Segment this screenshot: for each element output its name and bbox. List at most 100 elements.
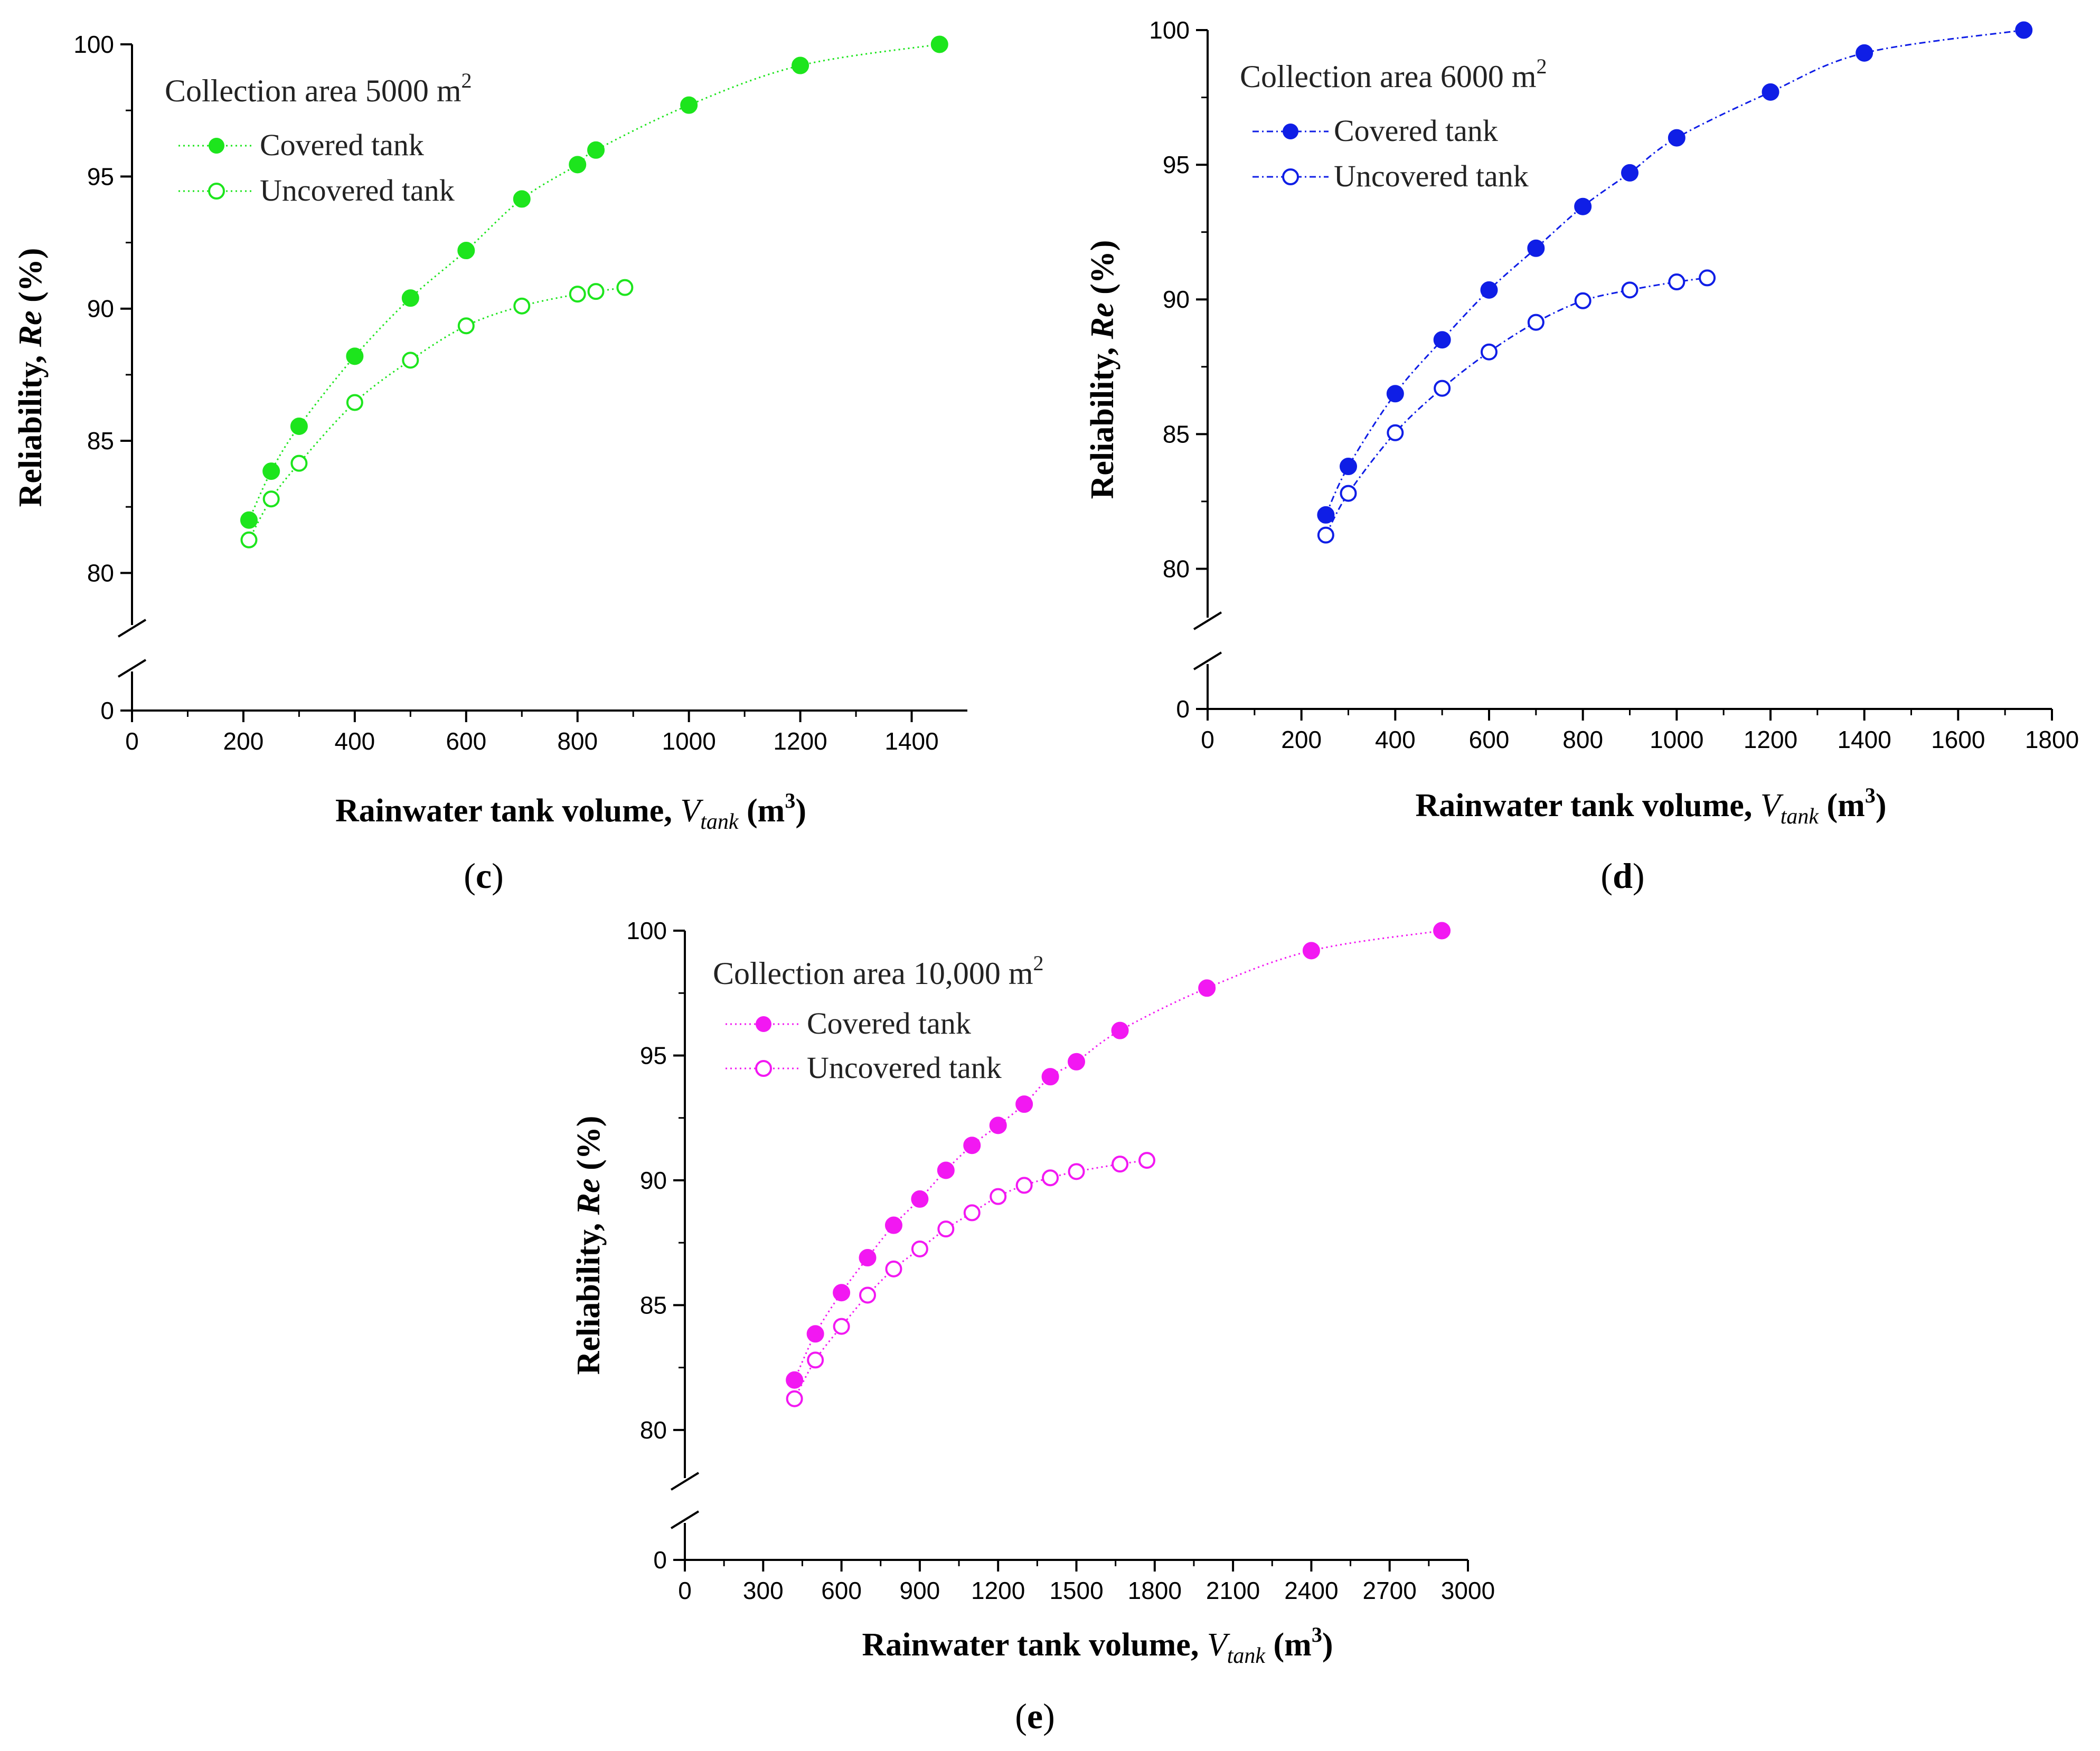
data-point-covered <box>1068 1053 1085 1071</box>
series-line-covered <box>794 930 1442 1380</box>
data-point-covered <box>1762 83 1779 101</box>
y-axis-title-text: Reliability, <box>571 1215 607 1375</box>
x-axis-title-unit-superscript: 3 <box>1312 1623 1322 1646</box>
y-tick-label: 80 <box>640 1416 667 1444</box>
data-point-uncovered <box>346 394 363 411</box>
data-point-covered <box>290 418 308 436</box>
x-tick-label: 1500 <box>1049 1577 1103 1604</box>
data-point-uncovered <box>911 1240 928 1257</box>
data-point-covered <box>806 1325 824 1343</box>
chart-panel-e: 0 80 85 90 95 100 0 300 600 900 1200 1500 1800 2100 24… <box>571 917 1495 1736</box>
y-tick-label: 95 <box>640 1042 667 1069</box>
y-tick-label: 100 <box>73 31 114 58</box>
data-point-covered <box>1111 1021 1129 1039</box>
x-tick-label: 0 <box>678 1577 692 1604</box>
x-tick-label: 200 <box>223 727 264 755</box>
y-tick-label: 80 <box>87 559 114 586</box>
x-tick-label: 2400 <box>1284 1577 1338 1604</box>
legend-title: Collection area 5000 m2 <box>165 69 472 108</box>
axes <box>117 44 967 712</box>
x-tick-label: 300 <box>743 1577 784 1604</box>
x-tick-label: 800 <box>1562 726 1603 753</box>
y-axis-title-suffix: (%) <box>13 248 49 311</box>
x-tick-label: 600 <box>821 1577 862 1604</box>
data-point-uncovered <box>1621 281 1638 299</box>
y-tick-label: 0 <box>100 697 114 724</box>
legend-title-text: Collection area 10,000 m <box>713 956 1033 991</box>
x-axis-title-variable: V <box>1760 788 1784 824</box>
data-point-uncovered <box>569 286 586 303</box>
y-tick-label: 85 <box>1163 420 1190 448</box>
data-point-covered <box>1574 197 1592 215</box>
x-axis-title: Rainwater tank volume, Vtank (m3) <box>1416 783 1887 829</box>
x-tick-label: 2100 <box>1206 1577 1260 1604</box>
data-point-covered <box>833 1284 851 1302</box>
legend-title-text: Collection area 6000 m <box>1240 59 1537 94</box>
x-tick-label: 1800 <box>1128 1577 1182 1604</box>
legend-title: Collection area 10,000 m2 <box>713 951 1044 991</box>
axis-break-mark <box>670 1472 700 1491</box>
x-axis-title-text: Rainwater tank volume, <box>1416 788 1760 824</box>
data-point-covered <box>930 35 948 53</box>
x-axis-title-unit: (m <box>1265 1627 1312 1663</box>
x-tick-label: 1200 <box>773 727 827 755</box>
x-axis-title-variable: V <box>680 793 703 829</box>
panel-label-open: ( <box>464 856 476 896</box>
data-point-covered <box>1621 164 1638 182</box>
series-line-covered <box>1325 29 2024 516</box>
x-tick-label: 1000 <box>662 727 715 755</box>
legend-marker-uncovered <box>208 183 225 200</box>
y-axis-title-variable: Re <box>13 310 49 347</box>
y-axis-title-text: Reliability, <box>13 347 49 507</box>
y-axis-title: Reliability, Re (%) <box>13 248 49 507</box>
y-tick-label: 95 <box>1163 151 1190 178</box>
data-point-uncovered <box>1699 269 1716 287</box>
y-tick-label: 90 <box>1163 286 1190 313</box>
panel-label-close: ) <box>492 856 504 896</box>
y-tick-label: 100 <box>626 917 667 944</box>
x-tick-label: 800 <box>557 727 598 755</box>
legend-marker-covered <box>209 138 224 154</box>
data-point-covered <box>513 190 531 208</box>
data-point-uncovered <box>1387 424 1404 441</box>
data-point-covered <box>1480 281 1498 299</box>
legend-title-text: Collection area 5000 m <box>165 73 462 108</box>
data-point-covered <box>1527 239 1545 257</box>
data-point-uncovered <box>1481 343 1498 361</box>
panel-label-open: ( <box>1015 1696 1027 1736</box>
y-axis-title-text: Reliability, <box>1085 339 1120 499</box>
data-point-covered <box>884 1216 902 1234</box>
x-tick-label: 1200 <box>1744 726 1797 753</box>
series-line-covered <box>248 43 940 520</box>
y-tick-label: 90 <box>87 295 114 323</box>
data-point-covered <box>1340 458 1357 476</box>
data-point-covered <box>240 511 258 529</box>
axis-break-mark <box>117 619 147 638</box>
data-point-uncovered <box>616 279 634 296</box>
data-point-uncovered <box>885 1260 902 1277</box>
data-point-covered <box>587 141 605 159</box>
data-point-covered <box>786 1371 804 1389</box>
axis-break-mark <box>117 659 147 678</box>
y-tick-label: 85 <box>640 1291 667 1319</box>
x-tick-label: 400 <box>1375 726 1416 753</box>
axis-break-mark <box>1193 611 1222 630</box>
y-axis-title: Reliability, Re (%) <box>571 1116 607 1375</box>
x-tick-label: 400 <box>334 727 375 755</box>
data-point-covered <box>569 156 587 174</box>
x-tick-label: 1000 <box>1650 726 1703 753</box>
panel-label: (e) <box>1015 1696 1055 1736</box>
x-tick-label: 900 <box>900 1577 940 1604</box>
data-point-covered <box>1433 331 1451 349</box>
panel-label-letter: c <box>476 856 492 896</box>
y-axis-title-variable: Re <box>571 1178 607 1215</box>
legend-marker-uncovered <box>1282 168 1299 185</box>
axes <box>670 931 1468 1561</box>
legend-marker-uncovered <box>755 1060 772 1077</box>
data-point-covered <box>937 1161 955 1179</box>
x-axis-title: Rainwater tank volume, Vtank (m3) <box>335 789 806 834</box>
x-tick-label: 0 <box>1201 726 1214 753</box>
x-axis-title-unit: (m <box>739 793 785 829</box>
